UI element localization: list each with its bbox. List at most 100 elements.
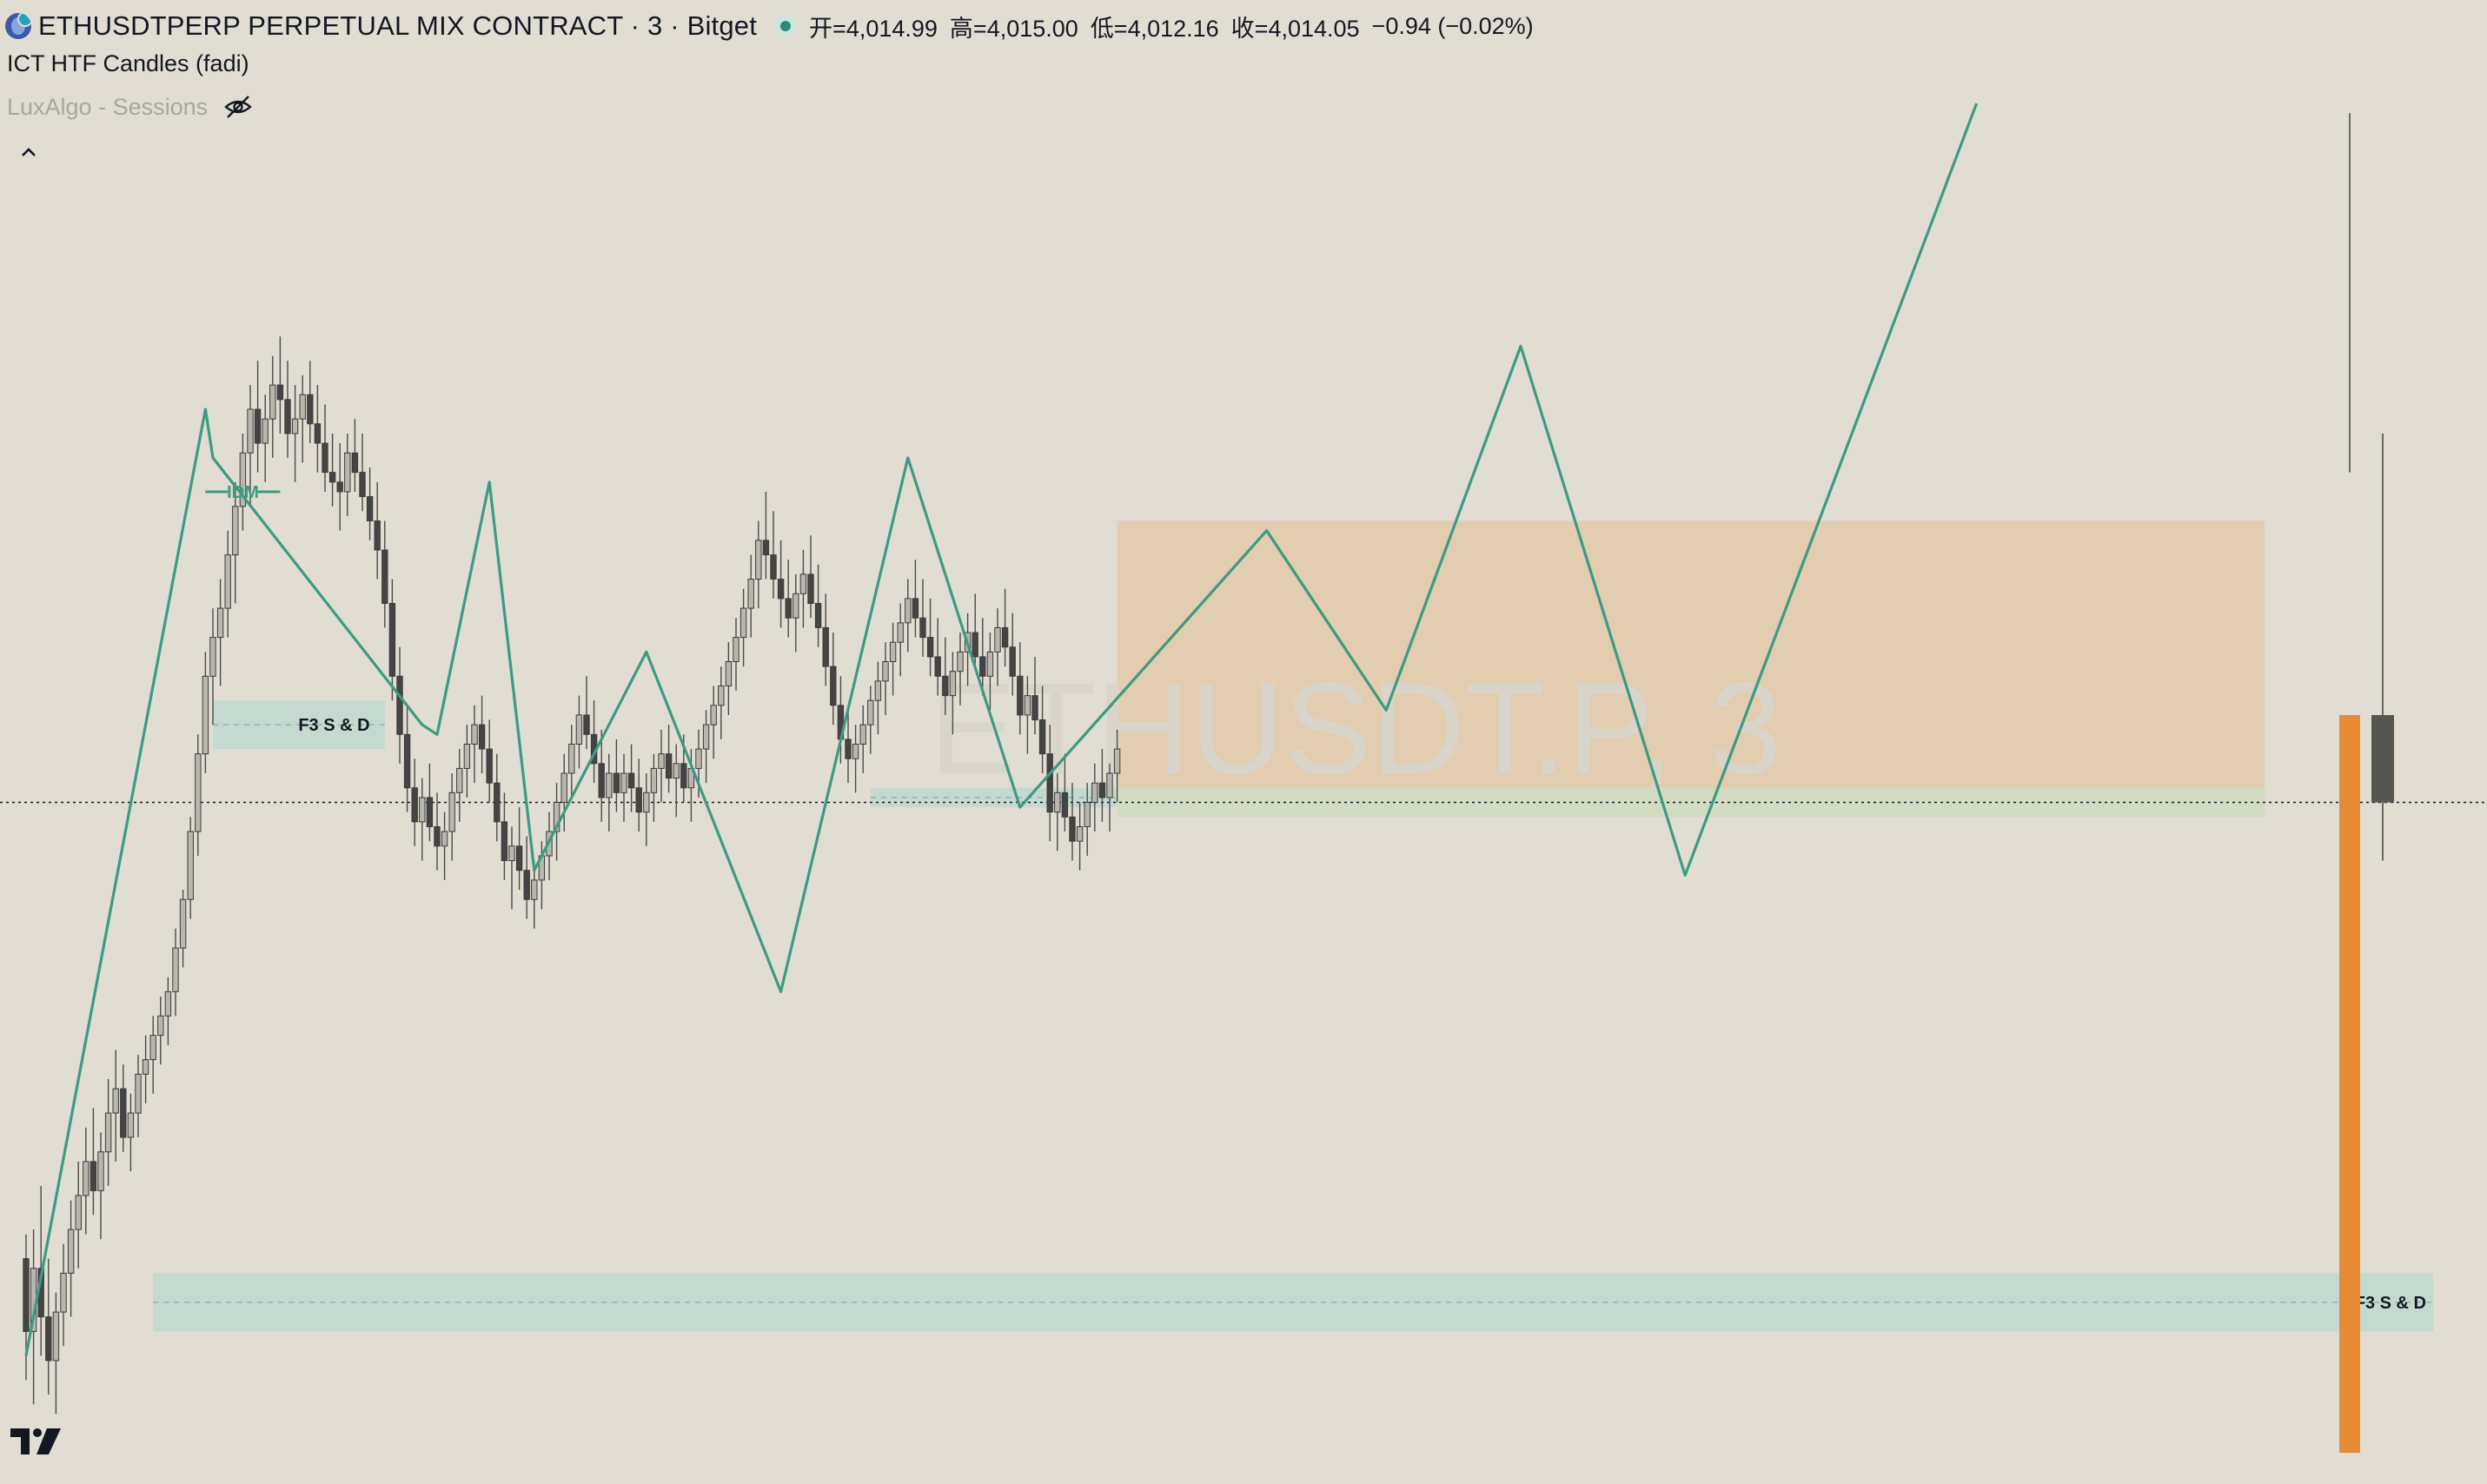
candle — [859, 724, 866, 745]
candle — [90, 1161, 97, 1191]
market-status-icon[interactable] — [774, 15, 798, 37]
candle — [560, 772, 567, 804]
candle — [75, 1195, 82, 1230]
candle — [1017, 675, 1024, 716]
candle — [739, 607, 747, 639]
tradingview-logo[interactable] — [9, 1425, 70, 1460]
candle — [1001, 626, 1009, 648]
candle — [919, 617, 926, 639]
candle — [1054, 792, 1061, 813]
candle — [23, 1258, 30, 1332]
symbol-title[interactable]: ETHUSDTPERP PERPETUAL MIX CONTRACT · 3 ·… — [38, 10, 758, 41]
candle — [1091, 782, 1098, 804]
candle — [209, 637, 216, 677]
candle — [104, 1112, 112, 1153]
candle — [411, 787, 418, 823]
candle — [381, 549, 388, 604]
candle — [247, 408, 254, 454]
ohlc-low: 低=4,012.16 — [1090, 15, 1219, 42]
candle — [650, 767, 658, 793]
candle — [830, 666, 837, 706]
candle — [471, 724, 478, 745]
candle — [232, 506, 239, 556]
candle — [112, 1088, 119, 1114]
candle — [216, 607, 224, 639]
candle — [501, 821, 508, 862]
idm-label: IDM — [227, 483, 259, 502]
candle — [957, 651, 964, 672]
ohlc-high: 高=4,015.00 — [949, 15, 1078, 42]
eye-hidden-icon[interactable] — [223, 92, 253, 122]
candle — [747, 579, 754, 609]
candle — [120, 1088, 127, 1138]
candle — [434, 825, 441, 847]
candle — [1061, 792, 1069, 818]
candle — [777, 579, 785, 600]
candle — [486, 748, 493, 784]
legend-row-symbol[interactable]: ETHUSDTPERP PERPETUAL MIX CONTRACT · 3 ·… — [5, 9, 1534, 43]
candle — [852, 743, 859, 759]
candle — [822, 626, 829, 667]
candle — [254, 408, 262, 444]
candle — [262, 418, 269, 444]
indicator-ict-htf-candles[interactable]: ICT HTF Candles (fadi) — [7, 50, 249, 76]
candle — [515, 845, 523, 871]
candle — [934, 656, 941, 677]
candle — [142, 1059, 149, 1075]
candle — [403, 733, 411, 789]
candle — [149, 1035, 156, 1061]
candle — [523, 870, 530, 900]
candle — [419, 797, 426, 823]
candle — [926, 637, 934, 658]
candle — [695, 748, 702, 769]
candle — [135, 1073, 142, 1114]
candle — [366, 496, 374, 522]
candle — [195, 753, 202, 832]
candle — [912, 598, 919, 619]
candle — [83, 1161, 90, 1196]
candle — [1084, 802, 1091, 827]
candle — [1046, 753, 1053, 813]
candle — [426, 797, 434, 827]
candle — [328, 472, 336, 483]
zone-label-upper: F3 S & D — [298, 716, 369, 735]
candle — [897, 622, 904, 643]
candle — [905, 598, 912, 624]
candle — [785, 598, 792, 619]
candle — [1098, 782, 1106, 798]
candle — [553, 802, 560, 832]
candle — [276, 384, 284, 401]
candle — [299, 394, 306, 420]
ethereum-icon — [5, 13, 31, 39]
candle — [344, 452, 351, 493]
candle — [187, 831, 194, 900]
candle — [164, 990, 172, 1017]
candle — [396, 675, 403, 735]
candle — [172, 947, 179, 992]
candle — [979, 656, 986, 677]
candle — [1031, 695, 1038, 721]
candle — [874, 680, 882, 701]
candle — [889, 641, 897, 663]
candle — [658, 753, 665, 769]
candle — [942, 675, 949, 697]
candle — [568, 743, 575, 774]
candle — [867, 699, 874, 725]
zone-supply-3 — [1117, 520, 2265, 788]
candle — [575, 714, 583, 745]
candle — [725, 661, 733, 686]
zigzag-line — [24, 103, 1979, 1356]
candle — [598, 763, 605, 798]
candle — [1106, 772, 1113, 798]
indicator-luxalgo-sessions[interactable]: LuxAlgo - Sessions — [7, 92, 253, 122]
candle — [1069, 816, 1076, 842]
candle — [374, 520, 381, 551]
candle — [665, 753, 673, 779]
candle — [224, 554, 231, 609]
candle — [1009, 646, 1016, 677]
candle — [627, 772, 635, 789]
candle — [613, 772, 620, 793]
collapse-legend-chevron-up-icon[interactable] — [16, 139, 42, 165]
candle — [494, 782, 501, 823]
